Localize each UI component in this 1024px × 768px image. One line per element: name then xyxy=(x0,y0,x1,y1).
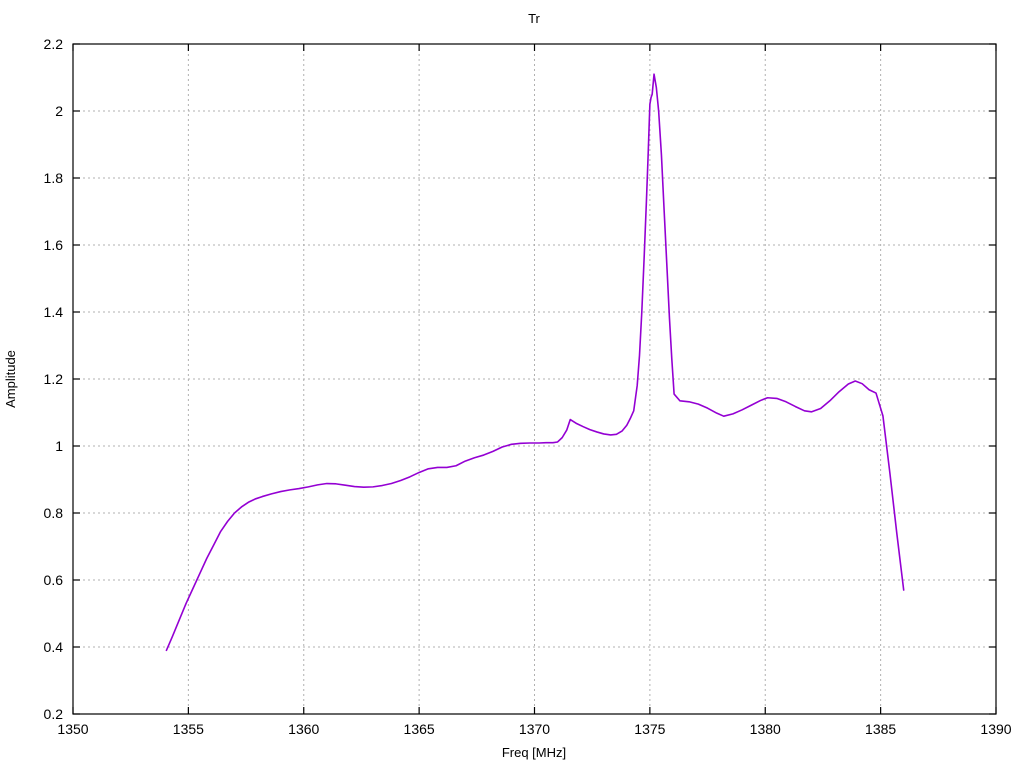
data-line-tr xyxy=(165,73,905,652)
x-axis-ticks: 1350 1355 1360 1365 1370 1375 1380 1385 1390 xyxy=(57,44,1012,737)
y-tick-label: 1.8 xyxy=(44,170,64,186)
y-tick-label: 0.6 xyxy=(44,572,64,588)
x-tick-label: 1355 xyxy=(173,721,204,737)
grid-lines xyxy=(73,44,996,714)
y-tick-label: 2.2 xyxy=(44,36,64,52)
y-axis-label: Amplitude xyxy=(3,350,18,408)
y-tick-label: 0.4 xyxy=(44,639,64,655)
y-axis-ticks: 0.2 0.4 0.6 0.8 1 1.2 1.4 1.6 1.8 2 2.2 xyxy=(44,36,996,722)
x-tick-label: 1390 xyxy=(980,721,1011,737)
y-tick-label: 0.2 xyxy=(44,706,64,722)
y-tick-label: 1 xyxy=(55,438,63,454)
data-series-group xyxy=(165,73,905,652)
y-tick-label: 1.4 xyxy=(44,304,64,320)
y-tick-label: 1.6 xyxy=(44,237,64,253)
x-tick-label: 1365 xyxy=(404,721,435,737)
y-tick-label: 2 xyxy=(55,103,63,119)
x-tick-label: 1375 xyxy=(634,721,665,737)
x-tick-label: 1360 xyxy=(288,721,319,737)
x-tick-label: 1385 xyxy=(865,721,896,737)
x-tick-label: 1370 xyxy=(519,721,550,737)
x-tick-label: 1350 xyxy=(57,721,88,737)
x-axis-label: Freq [MHz] xyxy=(502,745,566,760)
chart-title: Tr xyxy=(528,11,540,26)
y-tick-label: 1.2 xyxy=(44,371,64,387)
y-tick-label: 0.8 xyxy=(44,505,64,521)
x-tick-label: 1380 xyxy=(750,721,781,737)
